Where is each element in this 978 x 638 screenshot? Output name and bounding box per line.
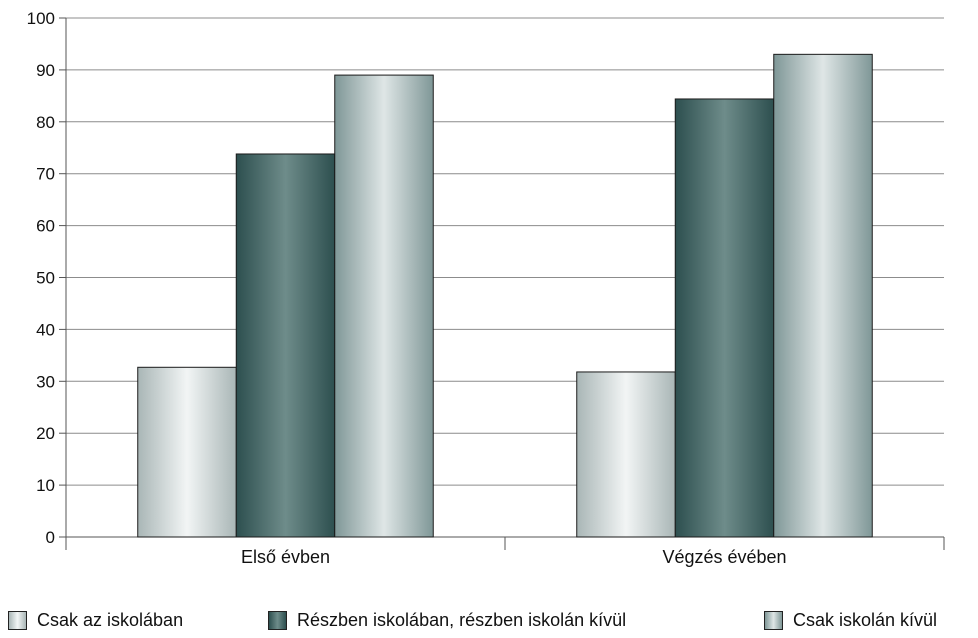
y-tick-label: 60: [36, 217, 55, 236]
legend-label: Részben iskolában, részben iskolán kívül: [297, 610, 627, 630]
bars: [137, 53, 873, 538]
y-tick-label: 70: [36, 165, 55, 184]
y-tick-label: 50: [36, 269, 55, 288]
legend-label: Csak az iskolában: [37, 610, 184, 630]
y-tick-label: 40: [36, 320, 55, 339]
axis-labels: 0 10 20 30 40 50 60 70 80 90 100 Első évben Végzés é…: [27, 9, 787, 567]
x-category-label: Végzés évében: [662, 547, 786, 567]
bar: [576, 371, 676, 538]
bar: [334, 74, 434, 538]
bar: [235, 153, 336, 538]
legend-item-csak-iskolan-kivul: Csak iskolán kívül: [764, 610, 937, 631]
y-tick-label: 30: [36, 372, 55, 391]
x-category-label: Első évben: [241, 547, 330, 567]
legend-item-csak-az-iskolaban: Csak az iskolában: [8, 610, 183, 631]
legend-swatch-mid: [764, 611, 783, 630]
legend-swatch-light: [8, 611, 27, 630]
bar: [674, 98, 775, 538]
y-tick-label: 90: [36, 61, 55, 80]
y-tick-label: 0: [46, 528, 55, 547]
bar: [137, 366, 237, 538]
legend-item-reszben: Részben iskolában, részben iskolán kívül: [268, 610, 626, 631]
y-tick-label: 80: [36, 113, 55, 132]
bar-chart: 0 10 20 30 40 50 60 70 80 90 100 Első évben Végzés é…: [27, 9, 945, 567]
legend-swatch-dark: [268, 611, 287, 630]
y-tick-label: 10: [36, 476, 55, 495]
legend: Csak az iskolában Részben iskolában, rés…: [0, 610, 978, 638]
legend-label: Csak iskolán kívül: [793, 610, 938, 630]
y-tick-label: 100: [27, 9, 55, 28]
y-tick-label: 20: [36, 424, 55, 443]
bar: [773, 53, 873, 538]
